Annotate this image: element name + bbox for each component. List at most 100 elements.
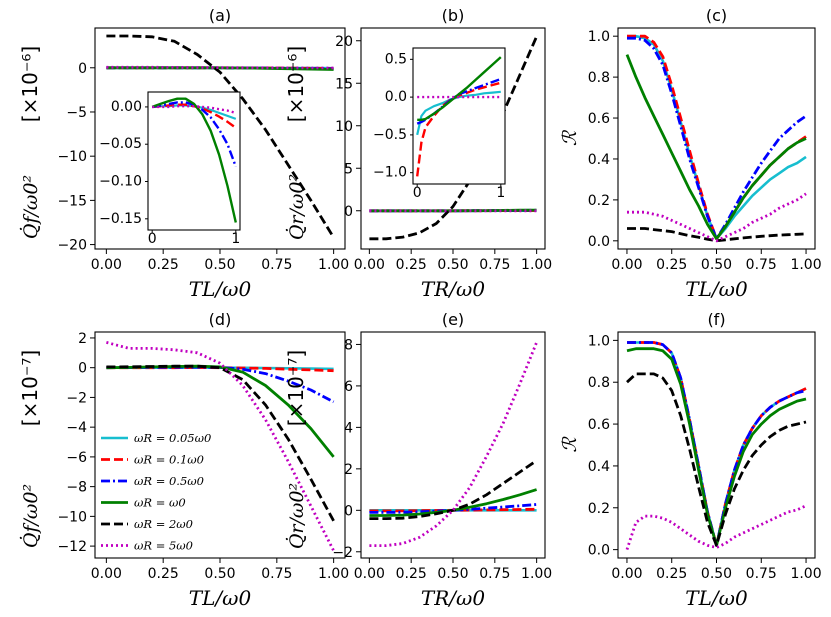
x-tick-label: 0.00: [354, 566, 385, 582]
x-tick-label: 0.25: [656, 257, 687, 273]
panel-frame: [617, 331, 816, 559]
series-line: [369, 35, 538, 241]
y-tick-label: −2: [332, 545, 353, 561]
panel-f-axes: 0.00 0.25 0.50 0.75 1.00 0.0 0.2 0.4 0.6 0.8 1.0: [588, 333, 822, 582]
y-axis-label: Q̇f/ω0²: [20, 175, 42, 239]
x-tick-label: 0.25: [148, 566, 179, 582]
x-tick-label: 0.75: [746, 257, 777, 273]
series-line: [627, 192, 807, 243]
y-tick-label: 4: [344, 420, 353, 436]
panel-title: (b): [442, 6, 465, 25]
legend-label: ωR = ω0: [134, 496, 186, 510]
series-line: [369, 503, 537, 514]
inset-background: [148, 92, 240, 230]
y-tick-label: −10: [57, 509, 87, 525]
x-tick-label: 0.75: [479, 566, 510, 582]
series-line: [627, 36, 807, 241]
x-axis-label: TR/ω0: [421, 277, 485, 301]
panel-frame: [360, 331, 546, 559]
series-line: [106, 341, 335, 552]
x-tick-label: 1.00: [790, 566, 821, 582]
y-tick-label: 10: [335, 119, 353, 135]
series-group: [369, 341, 538, 547]
x-tick-label: 0.00: [611, 257, 642, 273]
series-line: [626, 372, 807, 547]
x-tick-label: 0.50: [437, 566, 468, 582]
x-tick-label: 0.50: [204, 257, 235, 273]
panel-frame: [94, 331, 346, 559]
y-tick-label: −0.5: [373, 127, 407, 143]
y-tick-label: 0.4: [588, 459, 610, 475]
x-tick-label: 0.25: [656, 566, 687, 582]
series-line: [369, 459, 538, 520]
series-group: [106, 341, 335, 552]
y-axis-label: Q̇r/ω0²: [286, 174, 308, 240]
x-tick-label: 1.00: [318, 257, 349, 273]
y-tick-label: 0.4: [588, 152, 610, 168]
y-tick-label: −15: [57, 193, 87, 209]
series-group: [369, 35, 538, 241]
y-tick-label: 0.5: [385, 51, 407, 67]
y-tick-label: −5: [66, 105, 87, 121]
y-axis-label: Q̇f/ω0²: [20, 484, 42, 548]
y-tick-label: 0.6: [588, 417, 610, 433]
y-tick-label: 0.0: [588, 543, 610, 559]
y-tick-label: 1.0: [588, 333, 610, 349]
x-tick-label: 0.00: [91, 566, 122, 582]
series-line: [369, 208, 537, 213]
y-tick-label: 0.2: [588, 193, 610, 209]
y-tick-label: 2: [344, 462, 353, 478]
x-tick-label: 1.00: [790, 257, 821, 273]
x-tick-label: 0.25: [396, 566, 427, 582]
x-axis-label: TR/ω0: [421, 586, 485, 610]
y-tick-label: 5: [344, 161, 353, 177]
y-scale-label: [×10⁻⁶]: [284, 46, 308, 122]
y-tick-label: −12: [57, 539, 87, 555]
x-tick-label: 0.50: [204, 566, 235, 582]
y-tick-label: 20: [335, 34, 353, 50]
x-tick-label: 1: [496, 185, 505, 201]
legend: ωR = 0.05ω0 ωR = 0.1ω0 ωR = 0.5ω0 ωR = ω0 ωR…: [101, 431, 211, 553]
x-axis-label: TL/ω0: [189, 277, 252, 301]
series-line: [106, 34, 335, 239]
series-line: [417, 56, 502, 122]
series-group: [151, 97, 237, 223]
x-tick-label: 0.00: [354, 257, 385, 273]
y-tick-label: −1.0: [373, 165, 407, 181]
y-tick-label: 6: [344, 379, 353, 395]
y-tick-label: 0.8: [588, 375, 610, 391]
y-tick-label: −20: [57, 238, 87, 254]
y-tick-label: −4: [66, 420, 87, 436]
legend-label: ωR = 2ω0: [134, 517, 193, 531]
legend-label: ωR = 0.05ω0: [134, 431, 211, 445]
y-tick-label: −8: [66, 480, 87, 496]
y-axis-label: Q̇r/ω0²: [286, 483, 308, 549]
panel-frame: [360, 27, 546, 250]
x-tick-label: 0.25: [396, 257, 427, 273]
legend-label: ωR = 5ω0: [134, 539, 193, 553]
x-axis-label: TL/ω0: [189, 586, 252, 610]
series-group: [625, 341, 807, 551]
x-tick-label: 1: [231, 231, 240, 247]
y-tick-label: −0.15: [99, 211, 142, 227]
x-tick-label: 0: [413, 185, 422, 201]
x-tick-label: 0.25: [148, 257, 179, 273]
panel-title: (d): [209, 310, 232, 329]
x-tick-label: 0.50: [701, 257, 732, 273]
panel-title: (f): [707, 310, 725, 329]
panel-d-axes: 0.00 0.25 0.50 0.75 1.00 2 0 −2 −4 −6 −8 −10 −12: [57, 331, 349, 582]
x-tick-label: 0.50: [437, 257, 468, 273]
x-axis-label: TL/ω0: [685, 277, 748, 301]
series-line: [106, 364, 335, 522]
y-tick-label: 0.0: [588, 234, 610, 250]
panel-title: (c): [706, 6, 727, 25]
series-line: [106, 66, 334, 71]
y-tick-label: 0.2: [588, 501, 610, 517]
y-tick-label: 0: [344, 204, 353, 220]
legend-label: ωR = 0.1ω0: [134, 453, 204, 467]
x-tick-label: 0.50: [701, 566, 732, 582]
series-line: [627, 227, 807, 243]
x-tick-label: 0.75: [746, 566, 777, 582]
series-line: [625, 54, 807, 241]
series-line: [106, 364, 335, 458]
